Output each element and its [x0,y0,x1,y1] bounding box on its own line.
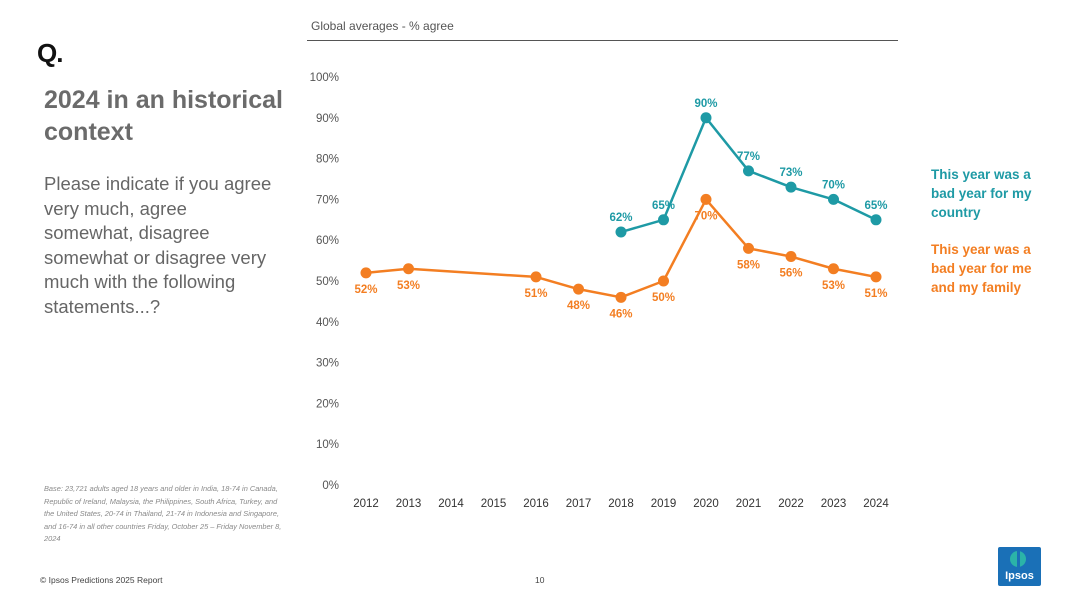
data-label: 53% [822,280,845,292]
question-text: Please indicate if you agree very much, … [44,173,272,317]
data-point [743,242,754,254]
x-tick-label: 2017 [566,498,592,510]
legend-family: This year was a bad year for me and my f… [931,242,1032,295]
x-tick-label: 2015 [481,498,507,510]
data-point [785,181,797,193]
data-label: 58% [737,259,760,271]
chart-header-divider [307,40,898,41]
chart-title: Global averages - % agree [311,19,454,33]
y-tick-label: 40% [316,317,339,329]
data-point [828,263,839,275]
base-note: Base: 23,721 adults aged 18 years and ol… [44,484,282,544]
data-label: 51% [524,288,547,300]
legend-country: This year was a bad year for my country [931,167,1032,220]
data-point [615,226,627,238]
y-tick-label: 60% [316,235,339,247]
x-tick-label: 2018 [608,498,634,510]
y-tick-label: 100% [310,72,339,84]
data-point [360,267,372,279]
ipsos-logo-text: Ipsos [1005,570,1034,582]
data-point [700,112,712,124]
x-tick-label: 2022 [778,498,804,510]
data-label: 50% [652,292,675,304]
data-point [658,214,669,226]
data-label: 46% [609,308,632,320]
data-point [530,271,542,283]
data-point [573,283,584,295]
y-tick-label: 30% [316,358,339,370]
y-tick-label: 70% [316,194,339,206]
data-point [870,214,882,226]
ipsos-logo-mark-icon [1010,549,1026,569]
y-tick-label: 0% [322,480,339,492]
x-tick-label: 2024 [863,498,889,510]
x-tick-label: 2021 [736,498,762,510]
data-point [785,251,797,263]
data-label: 62% [609,212,632,224]
x-tick-label: 2013 [396,498,422,510]
data-label: 65% [864,200,887,212]
x-tick-label: 2020 [693,498,719,510]
data-point [870,271,882,283]
question-marker: Q. [37,38,63,68]
data-label: 48% [567,300,590,312]
data-label: 73% [779,167,802,179]
data-point [403,263,414,275]
data-label: 70% [822,179,845,191]
slide-title: 2024 in an historical context [44,86,283,146]
x-tick-label: 2023 [821,498,847,510]
data-point [700,193,712,205]
page-number: 10 [535,575,545,585]
y-tick-label: 20% [316,398,339,410]
data-point [658,275,669,287]
footer-source: © Ipsos Predictions 2025 Report [40,575,163,585]
data-label: 53% [397,280,420,292]
data-label: 65% [652,200,675,212]
data-point [828,193,839,205]
data-label: 90% [694,98,717,110]
ipsos-logo: Ipsos [998,547,1041,586]
x-tick-label: 2016 [523,498,549,510]
y-tick-label: 10% [316,439,339,451]
y-tick-label: 90% [316,113,339,125]
data-label: 77% [737,151,760,163]
data-point [743,165,754,177]
x-tick-label: 2014 [438,498,464,510]
data-label: 56% [779,268,802,280]
data-label: 70% [694,210,717,222]
data-point [615,291,627,303]
y-tick-label: 50% [316,276,339,288]
data-label: 52% [354,284,377,296]
data-label: 51% [864,288,887,300]
y-tick-label: 80% [316,154,339,166]
x-tick-label: 2012 [353,498,379,510]
x-tick-label: 2019 [651,498,677,510]
